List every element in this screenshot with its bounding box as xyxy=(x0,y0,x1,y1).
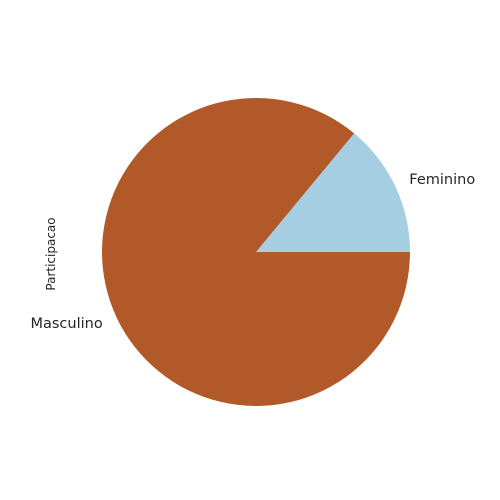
pie-labels: Feminino Masculino xyxy=(30,172,475,332)
y-axis-label: Participacao xyxy=(44,217,58,290)
pie-slices xyxy=(102,98,411,407)
slice-label-masculino: Masculino xyxy=(30,316,102,332)
slice-label-feminino: Feminino xyxy=(409,172,475,188)
pie-slice-masculino xyxy=(102,98,411,407)
pie-slice-feminino xyxy=(256,133,410,252)
